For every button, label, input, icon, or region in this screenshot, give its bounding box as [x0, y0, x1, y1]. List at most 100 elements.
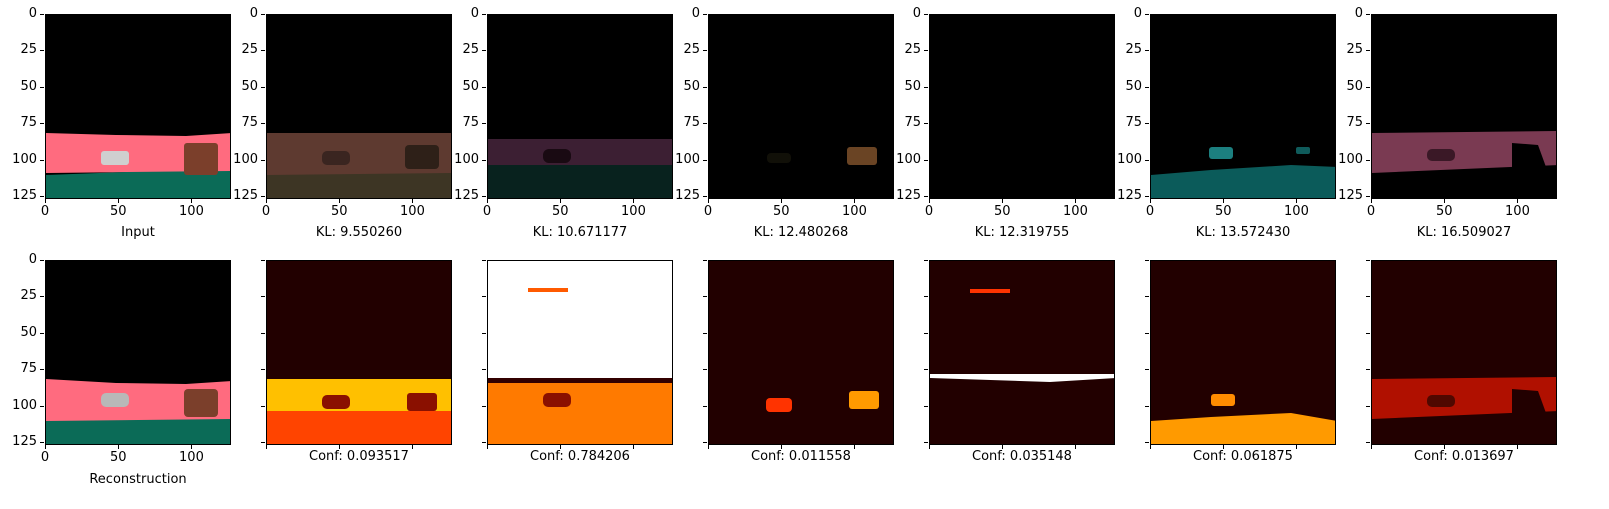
y-tick-mark [703, 123, 707, 125]
y-tick-mark [703, 196, 707, 198]
bottom-caption-6: Conf: 0.013697 [1414, 449, 1514, 464]
x-tick-mark [1296, 445, 1298, 449]
input-image [45, 14, 231, 199]
x-tick-mark [118, 445, 120, 449]
y-tick-mark [40, 332, 44, 334]
y-tick-label: 25 [683, 42, 700, 58]
y-tick-label: 50 [683, 78, 700, 94]
sample-image-2 [487, 14, 673, 199]
y-tick-label: 50 [904, 78, 921, 94]
y-tick-label: 100 [12, 397, 37, 413]
y-tick-mark [924, 50, 928, 52]
x-tick-label: 100 [842, 204, 867, 219]
x-tick-mark [339, 199, 341, 203]
y-tick-mark [1366, 442, 1370, 444]
x-tick-label: 0 [482, 204, 492, 219]
y-tick-label: 75 [1125, 115, 1142, 131]
x-tick-mark [266, 445, 267, 449]
y-tick-label: 0 [912, 6, 921, 21]
x-tick-mark [1444, 445, 1446, 449]
y-tick-mark [703, 405, 707, 407]
x-tick-mark [45, 445, 46, 449]
y-tick-mark [1145, 50, 1149, 52]
x-tick-mark [708, 445, 709, 449]
y-tick-mark [482, 196, 486, 198]
y-tick-label: 100 [675, 151, 700, 167]
y-tick-label: 25 [20, 288, 37, 304]
y-tick-mark [924, 159, 928, 161]
top-caption-4: KL: 12.319755 [974, 225, 1070, 240]
x-tick-mark [1150, 445, 1151, 449]
y-tick-label: 100 [1338, 151, 1363, 167]
x-tick-mark [781, 199, 783, 203]
y-tick-label: 125 [12, 188, 37, 204]
x-tick-label: 100 [1505, 204, 1530, 219]
y-tick-label: 75 [462, 115, 479, 131]
y-tick-mark [1366, 14, 1370, 15]
y-tick-mark [261, 405, 265, 407]
y-tick-mark [482, 442, 486, 444]
y-tick-mark [40, 442, 44, 444]
y-tick-mark [482, 86, 486, 88]
y-tick-mark [40, 86, 44, 88]
x-tick-label: 100 [179, 204, 204, 219]
y-tick-mark [924, 14, 928, 15]
y-tick-mark [1145, 332, 1149, 334]
y-tick-mark [40, 50, 44, 52]
y-tick-mark [703, 296, 707, 298]
x-tick-mark [1075, 445, 1077, 449]
x-tick-mark [1444, 199, 1446, 203]
x-tick-mark [854, 199, 856, 203]
x-tick-mark [191, 445, 193, 449]
y-tick-label: 100 [896, 151, 921, 167]
x-tick-label: 100 [400, 204, 425, 219]
x-tick-label: 50 [1435, 204, 1453, 219]
y-tick-mark [703, 159, 707, 161]
sample-image-3 [708, 14, 894, 199]
bottom-caption-5: Conf: 0.061875 [1193, 449, 1293, 464]
y-tick-mark [1145, 405, 1149, 407]
y-tick-label: 25 [1125, 42, 1142, 58]
x-tick-mark [1002, 199, 1004, 203]
x-tick-mark [1517, 199, 1519, 203]
y-tick-label: 25 [1346, 42, 1363, 58]
bottom-caption-4: Conf: 0.035148 [972, 449, 1072, 464]
x-tick-mark [854, 445, 856, 449]
x-tick-label: 50 [109, 204, 127, 219]
y-tick-mark [40, 260, 44, 261]
x-tick-label: 50 [772, 204, 790, 219]
y-tick-mark [1145, 442, 1149, 444]
y-tick-mark [40, 405, 44, 407]
bottom-caption-3: Conf: 0.011558 [751, 449, 851, 464]
confidence-map-3 [708, 260, 894, 445]
y-tick-label: 0 [1133, 6, 1142, 21]
y-tick-label: 125 [233, 188, 258, 204]
x-tick-mark [929, 199, 930, 203]
bottom-caption-1: Conf: 0.093517 [309, 449, 409, 464]
x-tick-label: 0 [1366, 204, 1376, 219]
y-tick-mark [1366, 260, 1370, 261]
y-tick-label: 0 [470, 6, 479, 21]
y-tick-mark [40, 14, 44, 15]
y-tick-label: 75 [241, 115, 258, 131]
x-tick-mark [487, 445, 488, 449]
top-caption-5: KL: 13.572430 [1195, 225, 1291, 240]
x-tick-mark [1075, 199, 1077, 203]
y-tick-mark [261, 196, 265, 198]
y-tick-label: 25 [904, 42, 921, 58]
y-tick-mark [261, 369, 265, 371]
y-tick-mark [40, 196, 44, 198]
y-tick-mark [1145, 123, 1149, 125]
y-tick-mark [1145, 196, 1149, 198]
y-tick-label: 0 [691, 6, 700, 21]
y-tick-label: 125 [12, 434, 37, 450]
top-caption-0: Input [121, 225, 155, 240]
top-caption-3: KL: 12.480268 [753, 225, 849, 240]
y-tick-mark [1145, 86, 1149, 88]
x-tick-label: 50 [993, 204, 1011, 219]
y-tick-mark [924, 332, 928, 334]
y-tick-label: 125 [454, 188, 479, 204]
x-tick-mark [266, 199, 267, 203]
y-tick-mark [482, 260, 486, 261]
x-tick-mark [339, 445, 341, 449]
